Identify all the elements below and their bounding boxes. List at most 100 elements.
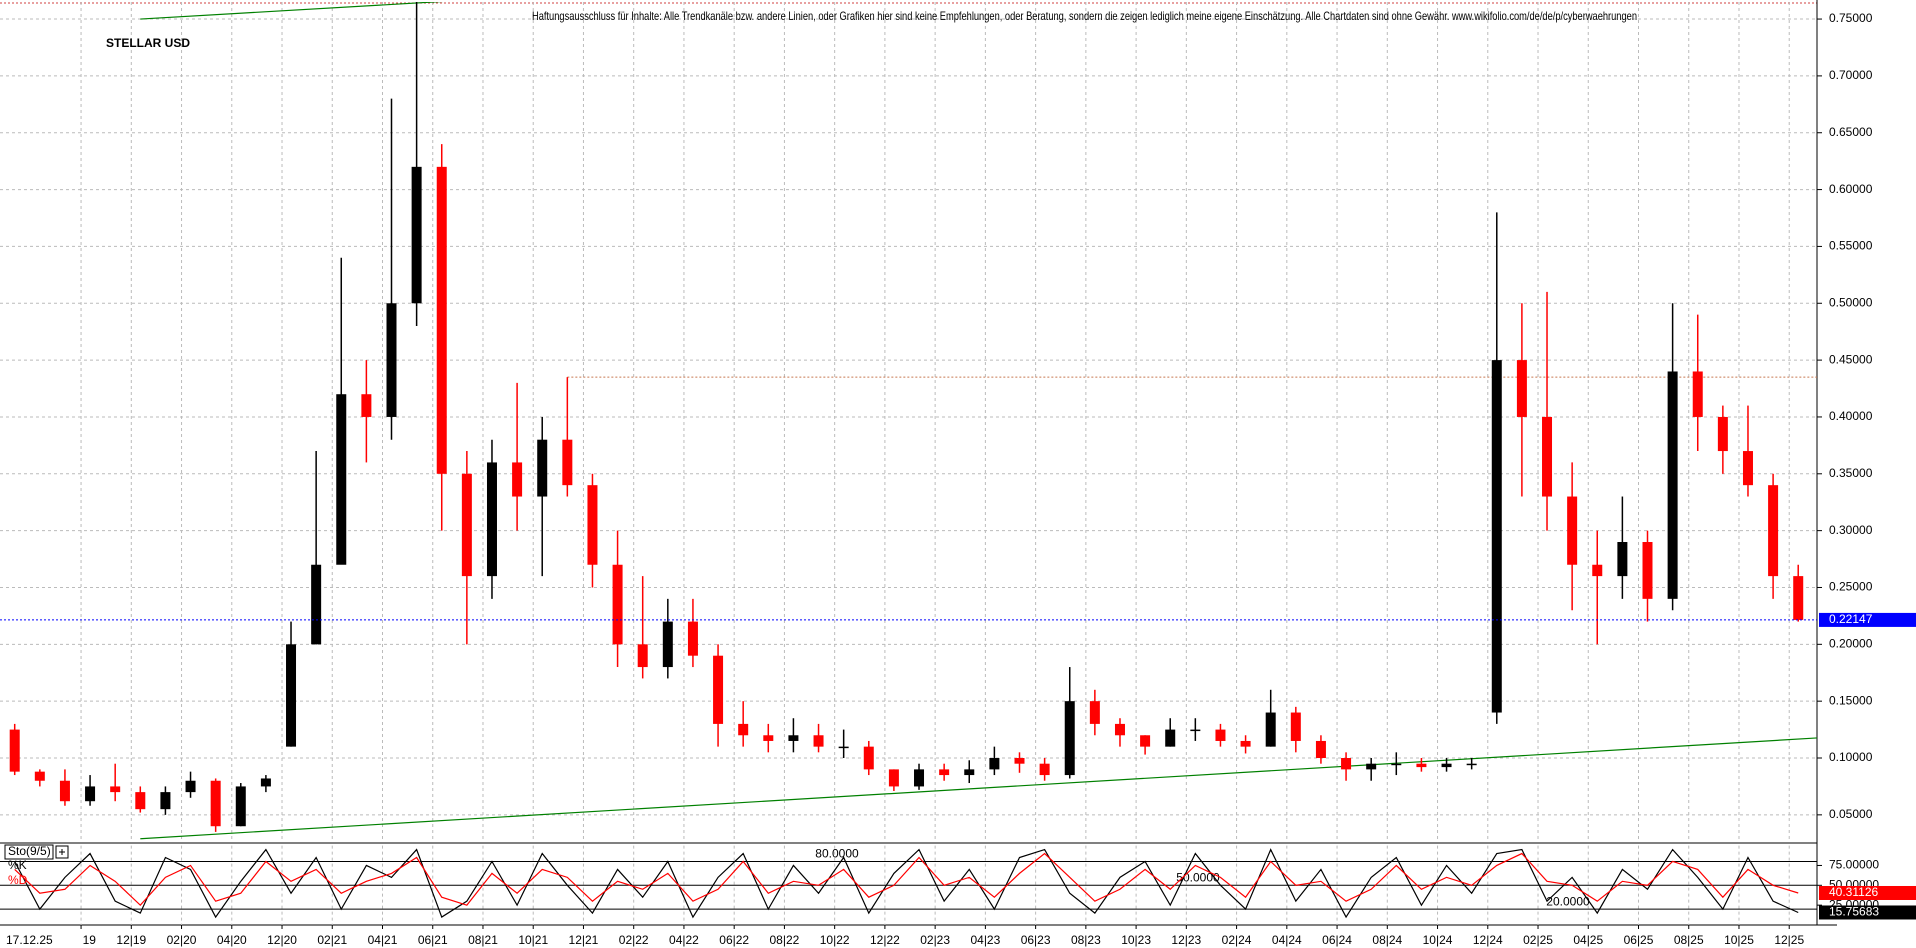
x-tick-label: 02|23 xyxy=(920,933,950,947)
candle-body xyxy=(9,729,20,772)
candle-body xyxy=(738,723,749,736)
candle-body xyxy=(160,792,171,810)
value-box xyxy=(1819,885,1916,900)
candle-body xyxy=(1064,701,1075,776)
candle-body xyxy=(1567,496,1578,565)
x-tick-label: 12|21 xyxy=(569,933,599,947)
candle-body xyxy=(562,439,573,486)
trendline xyxy=(140,737,1817,840)
candle-body xyxy=(1240,740,1251,747)
candle-body xyxy=(185,780,196,793)
candle-body xyxy=(34,771,45,781)
candle-body xyxy=(461,473,472,577)
candle-body xyxy=(1190,729,1201,732)
x-tick-label: 06|25 xyxy=(1624,933,1654,947)
y-tick-label: 0.30000 xyxy=(1829,523,1873,537)
candle-body xyxy=(1542,416,1553,497)
level-label: 80.0000 xyxy=(815,847,859,861)
candle-body xyxy=(763,735,774,741)
expand-button-icon xyxy=(59,849,65,855)
candle-body xyxy=(587,485,598,565)
x-tick-label: 08|24 xyxy=(1372,933,1402,947)
candle-body xyxy=(863,746,874,770)
candle-body xyxy=(135,792,146,810)
candle-body xyxy=(1014,758,1025,764)
y-tick-label: 0.10000 xyxy=(1829,750,1873,764)
x-tick-label: 12|24 xyxy=(1473,933,1503,947)
x-tick-label: 06|22 xyxy=(719,933,749,947)
candle-body xyxy=(939,769,950,776)
y-tick-label: 75.00000 xyxy=(1829,858,1879,872)
x-tick-label: 08|22 xyxy=(770,933,800,947)
candle-body xyxy=(1315,740,1326,759)
candle-body xyxy=(1768,485,1779,577)
candle-body xyxy=(512,462,523,497)
date-box xyxy=(0,933,82,948)
candle-body xyxy=(1416,763,1427,768)
candle-body xyxy=(1617,542,1628,577)
candle-body xyxy=(1140,735,1151,747)
level-label: 50.0000 xyxy=(1176,870,1220,884)
x-tick-label: 12|23 xyxy=(1171,933,1201,947)
candle-body xyxy=(1089,701,1100,724)
candle-body xyxy=(1165,729,1176,747)
candle-body xyxy=(1592,564,1603,577)
candle-body xyxy=(662,621,673,668)
x-tick-label: 08|23 xyxy=(1071,933,1101,947)
candle-body xyxy=(888,769,899,787)
x-tick-label: 10|22 xyxy=(820,933,850,947)
candle-body xyxy=(838,746,849,749)
candle-body xyxy=(637,644,648,668)
candle-body xyxy=(1667,371,1678,599)
value-box xyxy=(1819,905,1916,920)
y-tick-label: 0.60000 xyxy=(1829,182,1873,196)
x-tick-label: 12|25 xyxy=(1774,933,1804,947)
level-label: 20.0000 xyxy=(1546,894,1590,908)
candle-body xyxy=(59,780,70,802)
x-tick-label: 02|22 xyxy=(619,933,649,947)
candle-body xyxy=(612,564,623,645)
x-tick-label: 06|24 xyxy=(1322,933,1352,947)
candle-body xyxy=(537,439,548,497)
candle-body xyxy=(286,644,297,747)
candle-body xyxy=(813,735,824,747)
candle-body xyxy=(964,769,975,776)
candle-body xyxy=(1391,763,1402,766)
candle-body xyxy=(1290,712,1301,741)
x-tick-label: 04|25 xyxy=(1573,933,1603,947)
last-price-box xyxy=(1819,612,1916,627)
x-tick-label: 10|23 xyxy=(1121,933,1151,947)
candle-body xyxy=(1441,763,1452,768)
candle-body xyxy=(336,394,347,565)
expand-button[interactable] xyxy=(55,845,69,859)
y-tick-label: 0.25000 xyxy=(1829,580,1873,594)
disclaimer: Haftungsausschluss für Inhalte: Alle Tre… xyxy=(532,9,1637,23)
candle-body xyxy=(1341,758,1352,770)
x-tick-label: 02|21 xyxy=(317,933,347,947)
y-tick-label: 0.40000 xyxy=(1829,409,1873,423)
x-tick-label: 12|19 xyxy=(116,933,146,947)
x-tick-label: 04|24 xyxy=(1272,933,1302,947)
y-tick-label: 0.35000 xyxy=(1829,466,1873,480)
x-tick-label: 04|22 xyxy=(669,933,699,947)
candle-body xyxy=(436,166,447,474)
legend-label: %D xyxy=(8,873,28,887)
indicator-box xyxy=(4,844,54,860)
x-tick-label: 10|24 xyxy=(1423,933,1453,947)
candle-body xyxy=(713,655,724,724)
y-tick-label: 0.15000 xyxy=(1829,693,1873,707)
candle-body xyxy=(687,621,698,656)
y-tick-label: 0.45000 xyxy=(1829,352,1873,366)
y-tick-label: 0.50000 xyxy=(1829,295,1873,309)
candle-body xyxy=(1265,712,1276,747)
candle-body xyxy=(361,394,372,417)
candle-body xyxy=(311,564,322,645)
y-tick-label: 0.75000 xyxy=(1829,11,1873,25)
x-tick-label: 02|25 xyxy=(1523,933,1553,947)
candle-body xyxy=(1793,576,1804,620)
trendline xyxy=(140,2,444,20)
x-tick-label: 12|20 xyxy=(267,933,297,947)
last-price-label: 0.22147 xyxy=(1829,612,1873,626)
candle-body xyxy=(1366,763,1377,770)
